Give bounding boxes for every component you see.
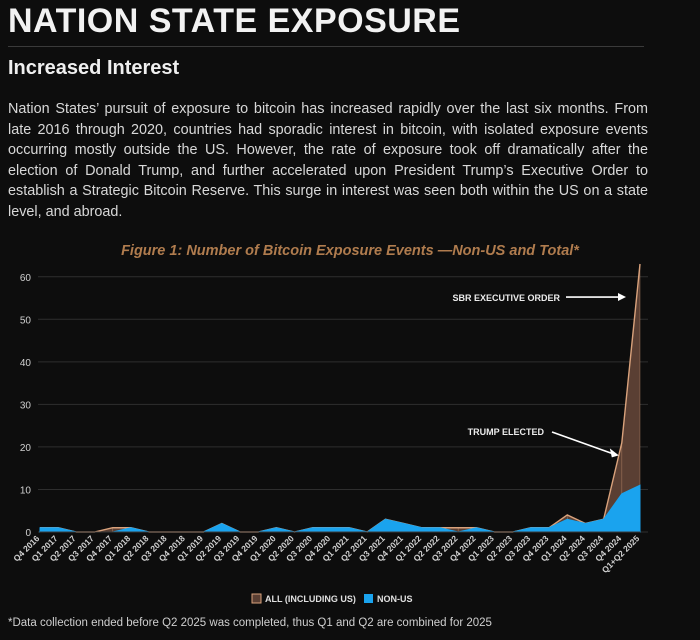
y-tick-label: 30 — [20, 400, 32, 411]
body-paragraph: Nation States’ pursuit of exposure to bi… — [8, 101, 648, 220]
annotation-trump-arrowhead — [609, 448, 619, 458]
series-all-line — [40, 263, 641, 533]
annotation-sbr-arrowhead — [618, 293, 626, 302]
legend-swatch-all — [251, 593, 262, 604]
y-tick-label: 0 — [25, 528, 31, 539]
series-non-us-area — [39, 484, 641, 533]
y-axis-ticks: 0 10 20 30 40 50 60 — [20, 273, 32, 539]
chart-legend: ALL (INCLUDING US) NON-US — [251, 593, 413, 604]
y-tick-label: 60 — [20, 273, 32, 284]
y-tick-label: 50 — [20, 315, 32, 326]
chart-areas — [39, 263, 641, 533]
footnote: *Data collection ended before Q2 2025 wa… — [8, 617, 492, 629]
legend-label-non-us: NON-US — [377, 594, 413, 604]
legend-label-all: ALL (INCLUDING US) — [265, 594, 356, 604]
y-tick-label: 10 — [20, 485, 32, 496]
grid-lines — [38, 276, 648, 533]
legend-swatch-non-us — [364, 594, 373, 603]
annotation-trump-arrow — [551, 431, 613, 455]
y-tick-label: 20 — [20, 443, 32, 454]
y-tick-label: 40 — [20, 358, 32, 369]
figure-title: Figure 1: Number of Bitcoin Exposure Eve… — [121, 243, 579, 259]
annotation-trump: TRUMP ELECTED — [468, 427, 545, 437]
series-all-area — [40, 264, 640, 532]
page-title: NATION STATE EXPOSURE — [8, 2, 461, 40]
section-subtitle: Increased Interest — [8, 57, 180, 79]
title-divider — [8, 46, 644, 47]
chart-annotations: SBR EXECUTIVE ORDER TRUMP ELECTED — [452, 293, 626, 458]
annotation-sbr: SBR EXECUTIVE ORDER — [452, 293, 560, 303]
